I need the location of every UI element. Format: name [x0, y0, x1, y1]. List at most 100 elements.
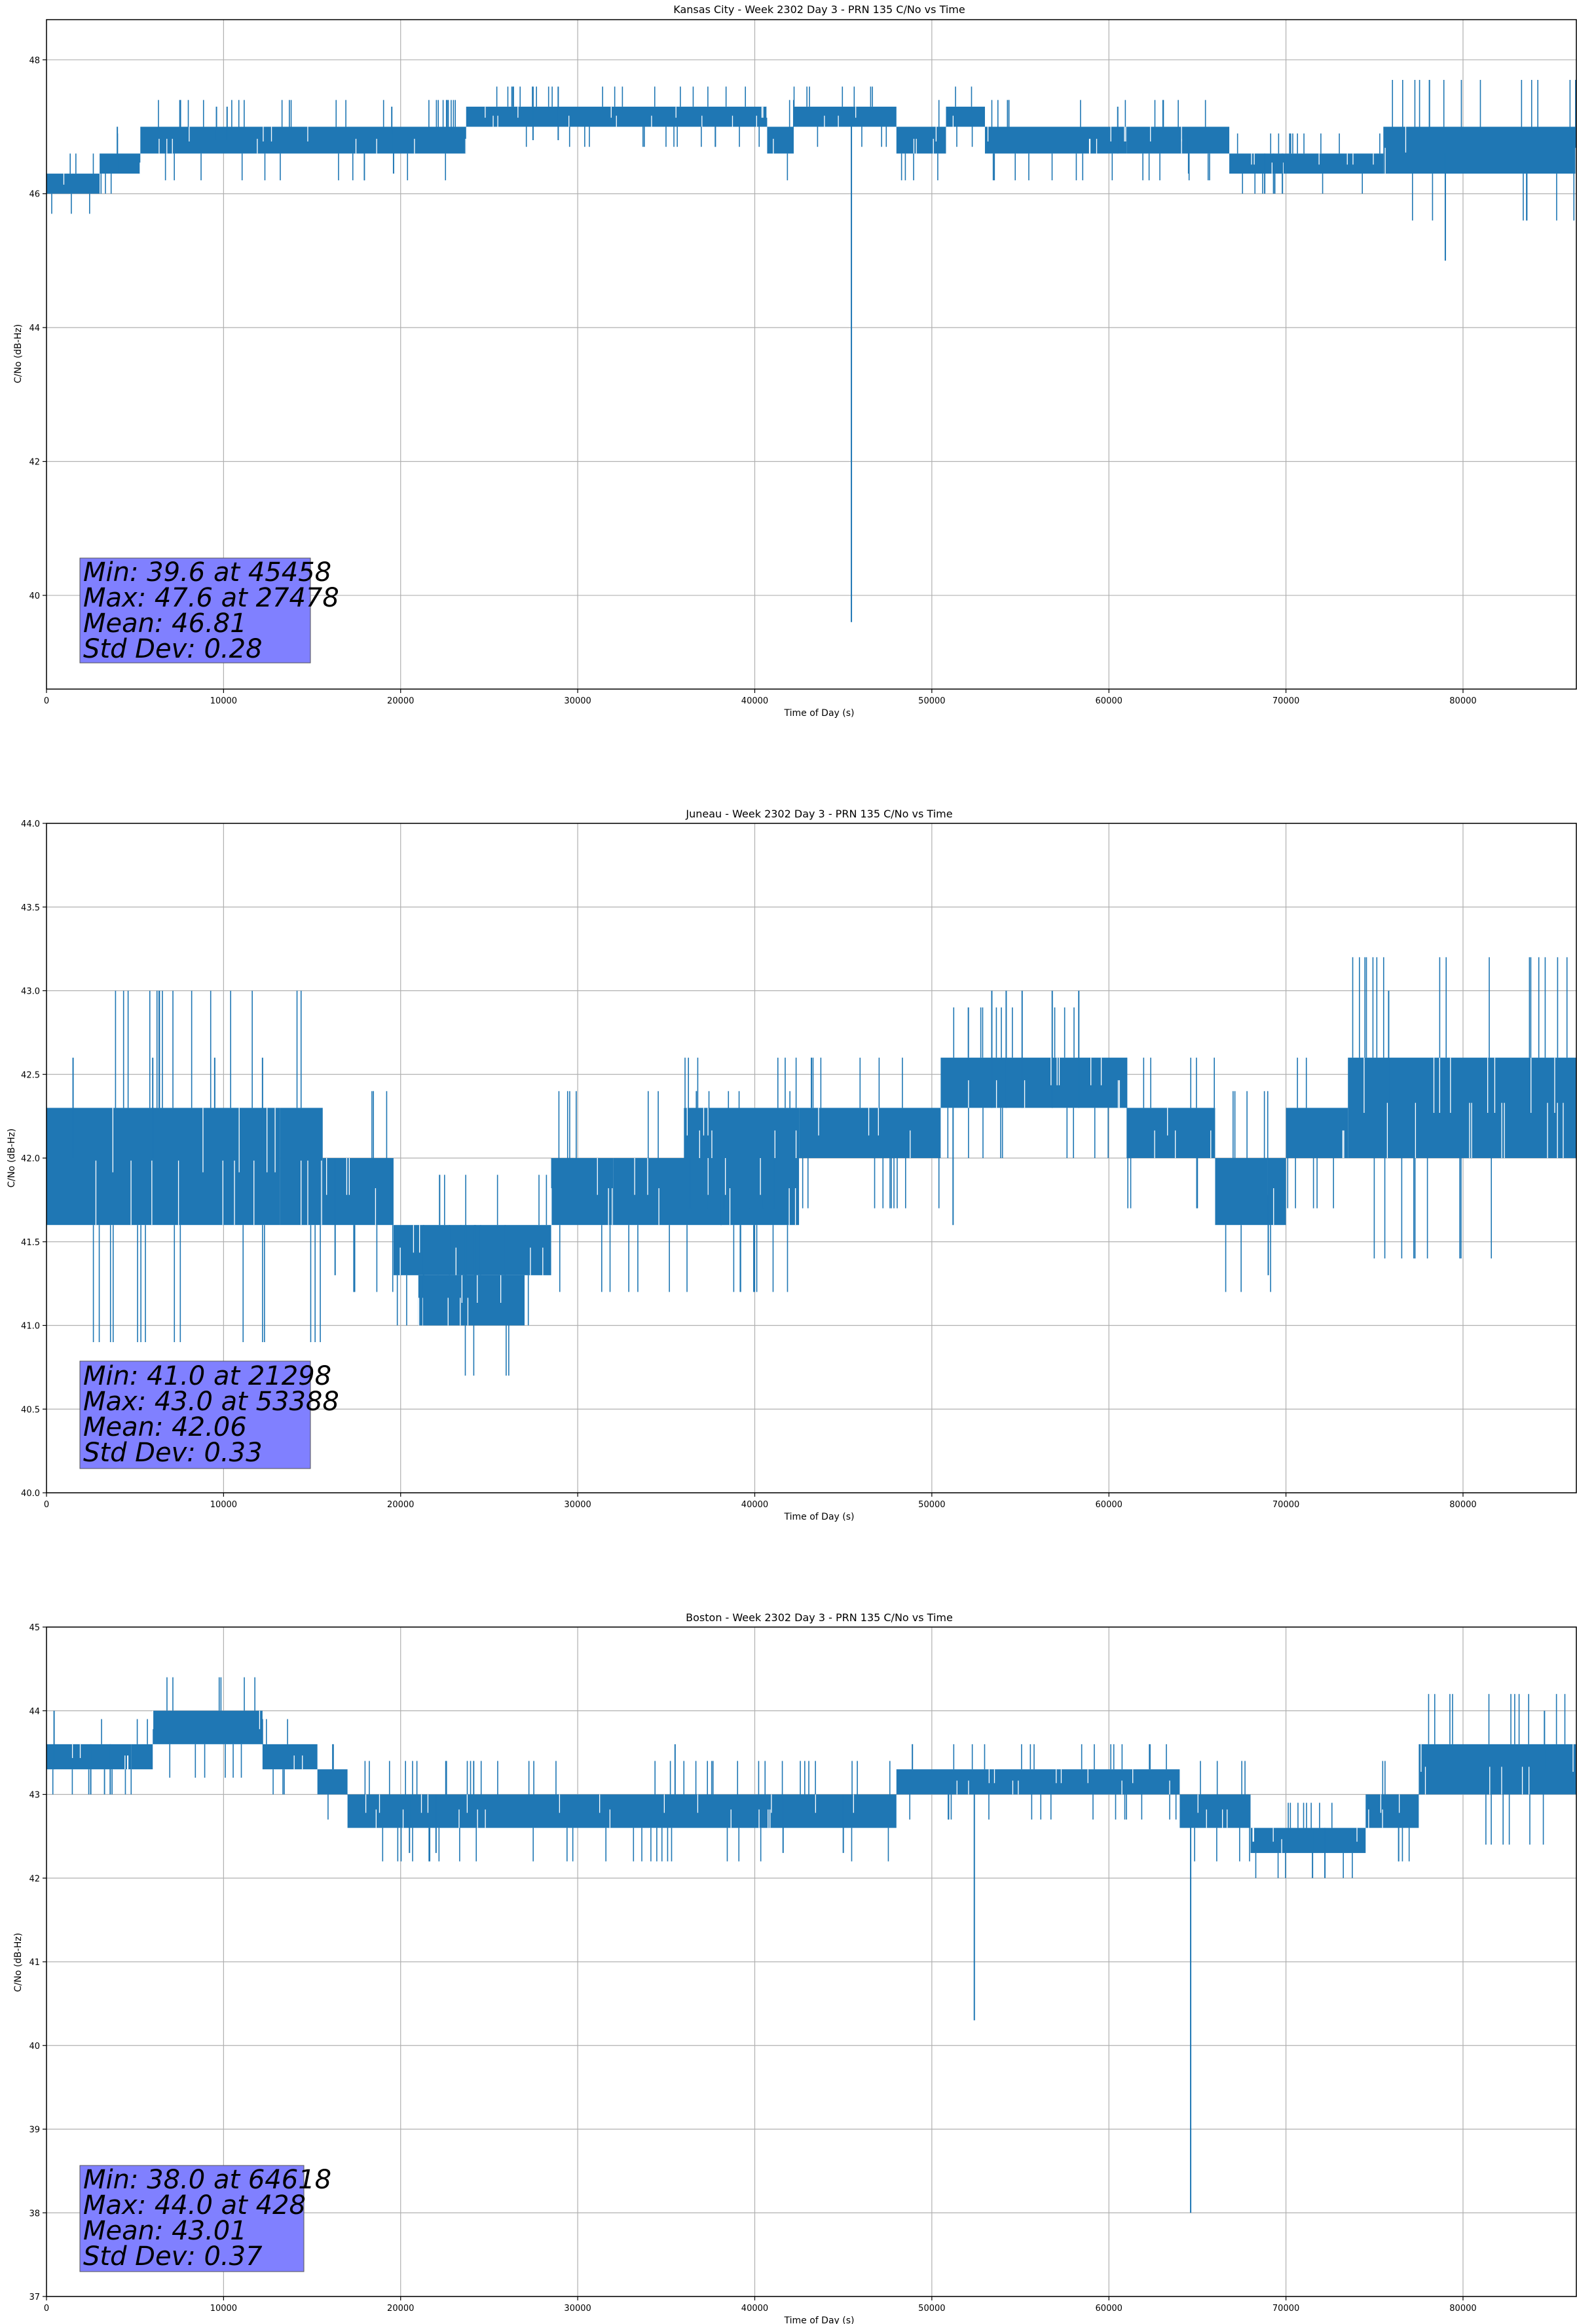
- band-mark: [322, 1158, 394, 1226]
- band-mark: [1365, 1794, 1419, 1828]
- y-tick-label: 42.5: [21, 1070, 40, 1080]
- x-tick-label: 10000: [210, 1500, 237, 1510]
- chart-title: Boston - Week 2302 Day 3 - PRN 135 C/No …: [686, 1611, 953, 1624]
- band-mark: [347, 1794, 897, 1828]
- y-tick-label: 41.5: [21, 1238, 40, 1248]
- stats-mean: Mean: 43.01: [83, 2216, 247, 2246]
- x-tick-label: 20000: [387, 1500, 414, 1510]
- x-axis-label: Time of Day (s): [784, 708, 855, 719]
- axes-frame: [46, 19, 1577, 690]
- y-tick-label: 40: [29, 2042, 40, 2052]
- band-mark: [767, 126, 794, 154]
- chart-title: Kansas City - Week 2302 Day 3 - PRN 135 …: [673, 3, 965, 16]
- x-tick-label: 60000: [1096, 1500, 1122, 1510]
- x-tick-label: 70000: [1272, 696, 1299, 706]
- chart-title: Juneau - Week 2302 Day 3 - PRN 135 C/No …: [685, 808, 952, 820]
- x-tick-label: 10000: [210, 2304, 237, 2314]
- series-0: [46, 1677, 1576, 2213]
- y-tick-label: 44.0: [21, 819, 40, 829]
- band-mark: [140, 126, 466, 154]
- plot-area: 0 10000 20000 30000 40000 50000 60000 70000 8000…: [21, 819, 1577, 1510]
- stats-std-dev: Std Dev: 0.37: [83, 2241, 263, 2272]
- chart-panel-boston: Boston - Week 2302 Day 3 - PRN 135 C/No …: [13, 1611, 1577, 2324]
- y-tick-label: 38: [29, 2209, 40, 2219]
- x-tick-label: 70000: [1272, 2304, 1299, 2314]
- x-tick-label: 50000: [918, 1500, 945, 1510]
- band-mark: [1215, 1158, 1286, 1226]
- stats-box-background: [79, 2165, 305, 2272]
- chart-panel-juneau: Juneau - Week 2302 Day 3 - PRN 135 C/No …: [7, 808, 1577, 1522]
- x-tick-label: 30000: [564, 2304, 591, 2314]
- band-mark: [1348, 1057, 1576, 1158]
- y-tick-label: 43: [29, 1791, 40, 1801]
- y-tick-label: 42: [29, 1874, 40, 1884]
- y-tick-label: 45: [29, 1623, 40, 1633]
- x-tick-label: 30000: [564, 1500, 591, 1510]
- band-mark: [153, 1710, 263, 1744]
- series-0: [46, 957, 1576, 1376]
- stats-std-dev: Std Dev: 0.33: [83, 1438, 263, 1468]
- band-mark: [46, 1108, 280, 1226]
- band-mark: [1286, 1108, 1348, 1158]
- y-tick-label: 42: [29, 458, 40, 468]
- y-axis-label: C/No (dB-Hz): [13, 324, 24, 383]
- x-axis-label: Time of Day (s): [784, 1512, 855, 1522]
- band-mark: [100, 153, 141, 174]
- band-mark: [613, 1158, 800, 1226]
- plot-area: 0 10000 20000 30000 40000 50000 60000 70000 8000…: [29, 19, 1577, 706]
- x-tick-label: 40000: [741, 1500, 768, 1510]
- x-tick-label: 0: [44, 1500, 49, 1510]
- band-mark: [1126, 1108, 1215, 1158]
- stats-max: Max: 43.0 at 53388: [83, 1387, 339, 1417]
- stats-mean: Mean: 42.06: [83, 1412, 247, 1442]
- y-tick-label: 41: [29, 1958, 40, 1968]
- stats-std-dev: Std Dev: 0.28: [83, 634, 263, 664]
- stats-box-background: [79, 557, 311, 664]
- y-tick-label: 40.0: [21, 1489, 40, 1499]
- band-mark: [799, 1108, 941, 1158]
- x-tick-label: 60000: [1096, 2304, 1122, 2314]
- x-tick-label: 60000: [1096, 696, 1122, 706]
- x-tick-label: 80000: [1449, 1500, 1476, 1510]
- x-tick-label: 0: [44, 2304, 49, 2314]
- band-mark: [393, 1225, 551, 1275]
- band-mark: [946, 106, 985, 127]
- stats-min: Min: 39.6 at 45458: [83, 557, 331, 588]
- band-mark: [317, 1769, 348, 1795]
- x-tick-label: 50000: [918, 2304, 945, 2314]
- stats-max: Max: 44.0 at 428: [83, 2190, 306, 2221]
- chart-panel-kansas-city: Kansas City - Week 2302 Day 3 - PRN 135 …: [13, 3, 1577, 719]
- y-tick-label: 43.5: [21, 903, 40, 913]
- x-tick-label: 20000: [387, 2304, 414, 2314]
- stats-box-background: [79, 1360, 311, 1469]
- band-mark: [262, 1744, 318, 1770]
- x-tick-label: 80000: [1449, 696, 1476, 706]
- band-mark: [46, 1744, 132, 1770]
- x-tick-label: 20000: [387, 696, 414, 706]
- y-tick-label: 40: [29, 591, 40, 601]
- series-0: [46, 79, 1576, 622]
- y-tick-label: 44: [29, 324, 40, 333]
- band-mark: [1250, 1827, 1366, 1853]
- stats-box: Min: 39.6 at 45458 Max: 47.6 at 27478 Me…: [79, 557, 339, 664]
- band-mark: [551, 1158, 614, 1226]
- x-tick-label: 10000: [210, 696, 237, 706]
- y-tick-label: 39: [29, 2126, 40, 2135]
- grid-lines: [46, 1626, 1576, 2297]
- band-mark: [1126, 126, 1230, 154]
- y-axis-label: C/No (dB-Hz): [13, 1933, 24, 1992]
- band-mark: [984, 126, 1127, 154]
- ticks: 0 10000 20000 30000 40000 50000 60000 70000 8000…: [29, 56, 1476, 706]
- y-tick-label: 40.5: [21, 1405, 40, 1415]
- band-mark: [684, 1108, 800, 1158]
- stats-box: Min: 41.0 at 21298 Max: 43.0 at 53388 Me…: [79, 1360, 339, 1469]
- y-tick-label: 48: [29, 56, 40, 66]
- stats-box: Min: 38.0 at 64618 Max: 44.0 at 428 Mean…: [79, 2165, 331, 2272]
- y-axis-label: C/No (dB-Hz): [7, 1129, 17, 1188]
- x-tick-label: 0: [44, 696, 49, 706]
- band-mark: [896, 126, 946, 154]
- band-mark: [1383, 126, 1576, 174]
- stats-max: Max: 47.6 at 27478: [83, 583, 339, 613]
- stats-mean: Mean: 46.81: [83, 609, 247, 639]
